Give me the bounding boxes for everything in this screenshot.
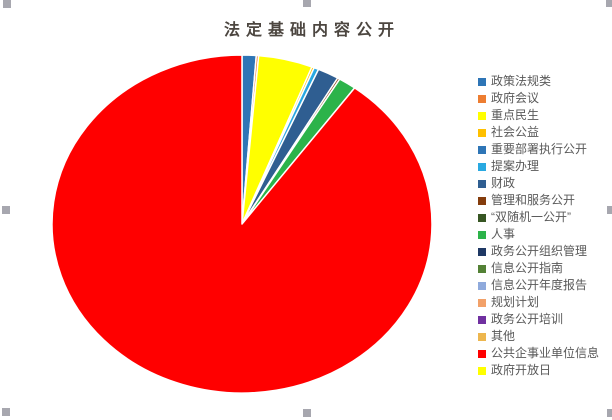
legend-swatch-icon [478,213,486,222]
legend-item-1[interactable]: 政府会议 [478,90,610,107]
selection-handle-middle-left[interactable] [2,206,10,214]
legend-swatch-icon [478,349,486,358]
legend-swatch-icon [478,230,486,239]
legend-item-7[interactable]: 管理和服务公开 [478,192,610,209]
legend-swatch-icon [478,179,486,188]
legend-item-label: 其他 [491,329,516,343]
selection-handle-middle-right[interactable] [607,206,612,214]
legend-item-10[interactable]: 政务公开组织管理 [478,243,610,260]
legend-item-9[interactable]: 人事 [478,226,610,243]
legend-item-label: 提案办理 [491,159,540,173]
legend-item-11[interactable]: 信息公开指南 [478,260,610,277]
legend-item-17[interactable]: 政府开放日 [478,362,610,379]
chart-legend: 政策法规类 政府会议 重点民生 社会公益 重要部署执行公开 提案办理 财政 [478,73,610,379]
legend-item-label: 公共企事业单位信息 [491,346,600,360]
legend-item-label: 管理和服务公开 [491,193,576,207]
legend-item-label: 信息公开指南 [491,261,564,275]
legend-item-5[interactable]: 提案办理 [478,158,610,175]
legend-item-2[interactable]: 重点民生 [478,107,610,124]
legend-item-label: “双随机一公开” [491,210,571,224]
legend-item-6[interactable]: 财政 [478,175,610,192]
legend-swatch-icon [478,298,486,307]
legend-swatch-icon [478,332,486,341]
legend-swatch-icon [478,128,486,137]
legend-item-3[interactable]: 社会公益 [478,124,610,141]
legend-item-label: 政务公开组织管理 [491,244,588,258]
selection-handle-top-left[interactable] [3,0,11,8]
selection-handle-bottom-left[interactable] [2,408,10,416]
legend-item-13[interactable]: 规划计划 [478,294,610,311]
legend-item-label: 财政 [491,176,516,190]
selection-handle-bottom-right[interactable] [607,409,612,417]
legend-item-0[interactable]: 政策法规类 [478,73,610,90]
legend-item-label: 政府会议 [491,91,540,105]
legend-item-15[interactable]: 其他 [478,328,610,345]
legend-swatch-icon [478,315,486,324]
legend-item-14[interactable]: 政务公开培训 [478,311,610,328]
legend-swatch-icon [478,94,486,103]
legend-item-label: 社会公益 [491,125,540,139]
legend-swatch-icon [478,111,486,120]
legend-swatch-icon [478,162,486,171]
legend-item-label: 信息公开年度报告 [491,278,588,292]
legend-swatch-icon [478,247,486,256]
legend-item-label: 重点民生 [491,108,540,122]
legend-item-label: 人事 [491,227,516,241]
legend-item-8[interactable]: “双随机一公开” [478,209,610,226]
selection-handle-top-right[interactable] [606,0,612,7]
chart-title: 法定基础内容公开 [223,20,400,39]
legend-swatch-icon [478,366,486,375]
legend-item-label: 政策法规类 [491,74,552,88]
legend-item-label: 政府开放日 [491,363,552,377]
legend-item-16[interactable]: 公共企事业单位信息 [478,345,610,362]
legend-item-12[interactable]: 信息公开年度报告 [478,277,610,294]
legend-item-label: 重要部署执行公开 [491,142,588,156]
selection-handle-top-center[interactable] [303,0,311,7]
legend-item-label: 政务公开培训 [491,312,564,326]
legend-item-label: 规划计划 [491,295,540,309]
legend-swatch-icon [478,264,486,273]
pie-slice-16[interactable] [51,54,433,394]
legend-swatch-icon [478,145,486,154]
legend-swatch-icon [478,77,486,86]
legend-swatch-icon [478,196,486,205]
selection-handle-bottom-center[interactable] [303,409,311,417]
legend-swatch-icon [478,281,486,290]
legend-item-4[interactable]: 重要部署执行公开 [478,141,610,158]
